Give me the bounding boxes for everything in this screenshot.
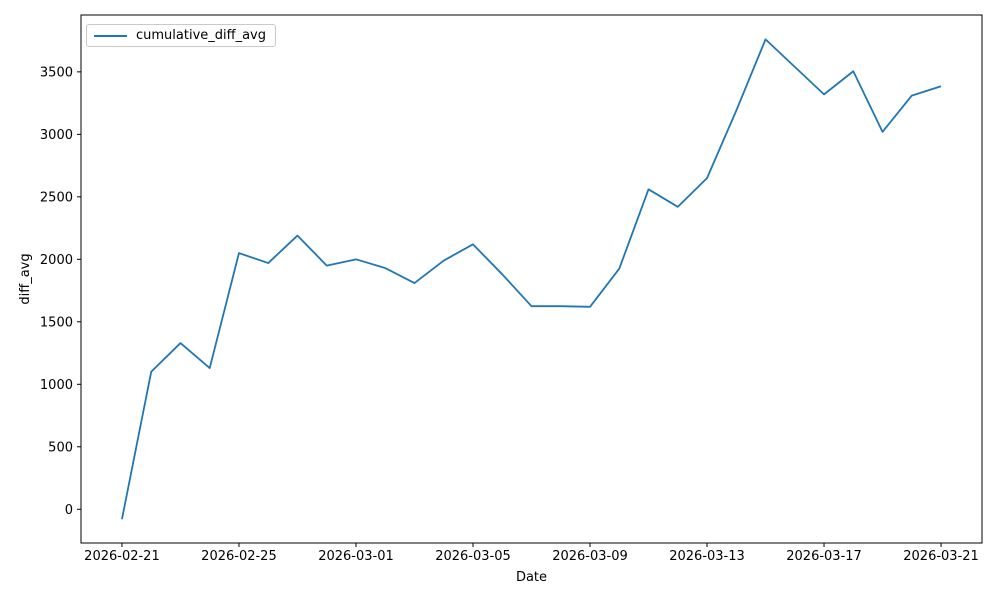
y-tick-label: 0 [65, 503, 73, 518]
x-tick-label: 2026-03-13 [669, 549, 745, 564]
y-tick-label: 2500 [40, 190, 73, 205]
y-tick-label: 1500 [40, 315, 73, 330]
y-axis-label: diff_avg [18, 253, 33, 304]
legend-line-swatch-icon [94, 34, 127, 37]
legend-label: cumulative_diff_avg [136, 27, 266, 43]
x-axis-label: Date [516, 570, 547, 585]
x-tick-label: 2026-03-05 [435, 549, 511, 564]
y-tick-label: 500 [48, 440, 73, 455]
y-tick-label: 2000 [40, 253, 73, 268]
legend-box: cumulative_diff_avg [86, 24, 276, 47]
axes-spines [80, 14, 983, 544]
x-tick-label: 2026-03-01 [318, 549, 394, 564]
x-tick-label: 2026-02-21 [84, 549, 160, 564]
x-tick-label: 2026-03-21 [903, 549, 979, 564]
y-tick-label: 1000 [40, 378, 73, 393]
y-tick-label: 3000 [40, 128, 73, 143]
data-line-cumulative_diff_avg [121, 38, 942, 520]
x-tick-label: 2026-03-17 [786, 549, 862, 564]
x-tick-label: 2026-03-09 [552, 549, 628, 564]
y-tick-label: 3500 [40, 65, 73, 80]
x-tick-label: 2026-02-25 [201, 549, 277, 564]
